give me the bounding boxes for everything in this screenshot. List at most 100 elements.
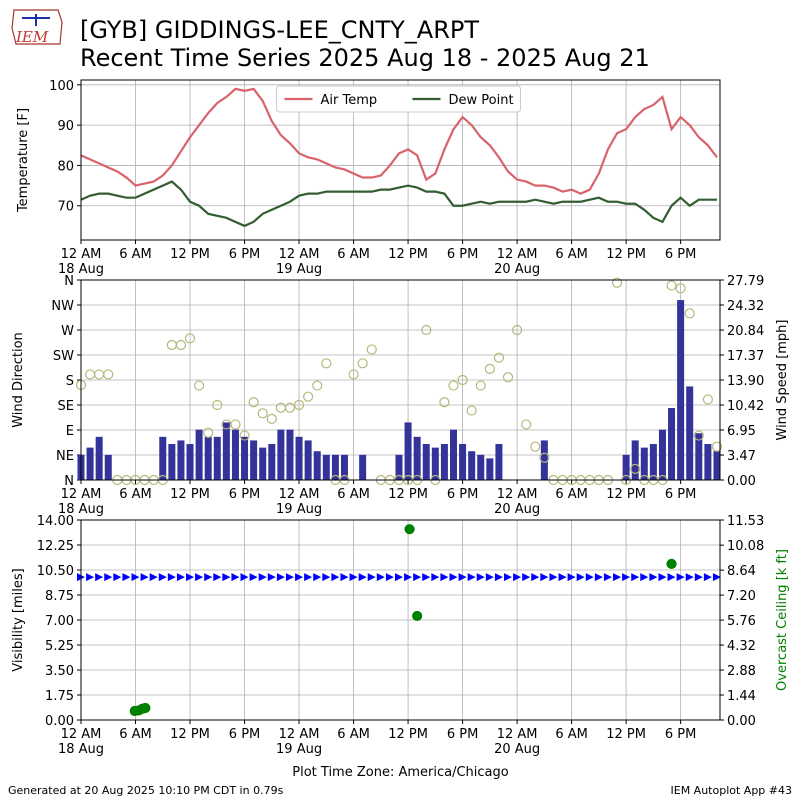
marker <box>249 573 258 582</box>
marker <box>613 573 622 582</box>
x-axis-label: Plot Time Zone: America/Chicago <box>292 765 508 780</box>
bar <box>340 454 348 480</box>
x-tick-label: 6 AM <box>555 487 588 502</box>
y-axis-label: Visibility [miles] <box>11 568 26 671</box>
x-tick-label: 6 AM <box>337 487 370 502</box>
y-tick-label: NE <box>56 449 74 464</box>
marker <box>322 573 331 582</box>
point <box>439 397 450 408</box>
marker <box>176 573 185 582</box>
bar <box>695 433 703 480</box>
point <box>284 402 296 413</box>
marker <box>413 573 422 582</box>
x-tick-label: 12 PM <box>606 487 646 502</box>
bar <box>459 444 467 480</box>
y2-tick-label: 0.00 <box>727 474 756 489</box>
logo-text: IEM <box>15 28 49 46</box>
marker <box>258 573 267 582</box>
point <box>203 427 214 438</box>
plot-frame <box>80 79 721 241</box>
point <box>711 441 723 452</box>
x-tick-label: 12 AM 18 Aug <box>58 487 104 517</box>
bar <box>440 444 448 480</box>
bar <box>241 436 249 480</box>
marker <box>640 573 649 582</box>
y2-tick-label: 0.00 <box>727 714 756 729</box>
point <box>493 352 505 363</box>
marker <box>222 573 231 582</box>
bar <box>395 454 403 480</box>
point <box>484 363 495 374</box>
marker <box>540 573 549 582</box>
marker <box>267 573 276 582</box>
y2-tick-label: 11.53 <box>727 514 764 529</box>
marker <box>376 573 385 582</box>
marker <box>585 573 594 582</box>
point <box>293 399 305 411</box>
bar <box>95 436 103 480</box>
marker <box>694 573 703 582</box>
legend: Air Temp Dew Point <box>276 85 521 113</box>
x-tick-label: 6 PM <box>665 247 696 262</box>
marker <box>458 573 467 582</box>
bar <box>104 454 112 480</box>
marker <box>149 573 158 582</box>
marker <box>213 573 222 582</box>
marker <box>95 573 104 582</box>
y-tick-label: 10.50 <box>37 564 74 579</box>
line-series <box>80 180 717 228</box>
marker <box>276 573 285 582</box>
bar <box>413 436 421 480</box>
x-tick-label: 6 PM <box>229 727 260 742</box>
x-tick-label: 6 AM <box>119 727 152 742</box>
line-series <box>80 87 718 195</box>
point <box>475 380 486 391</box>
y-tick-label: NW <box>51 299 74 314</box>
y2-tick-label: 8.64 <box>727 564 756 579</box>
x-tick-label: 12 AM 19 Aug <box>276 727 322 757</box>
bar <box>686 386 694 480</box>
y-axis-label: Wind Direction <box>11 332 26 428</box>
plot-frame <box>80 279 721 481</box>
marker <box>195 573 204 582</box>
x-tick-label: 6 AM <box>555 727 588 742</box>
marker <box>440 573 449 582</box>
y-axis-label: Temperature [F] <box>16 108 31 213</box>
y2-tick-label: 20.84 <box>727 324 764 339</box>
point <box>266 413 277 424</box>
marker <box>167 573 176 582</box>
marker <box>358 573 367 582</box>
bar <box>304 440 312 480</box>
marker <box>513 573 522 582</box>
panel: 12 AM 18 Aug 6 AM 12 PM 6 PM 12 AM 19 Aug 6 AM 1… <box>11 274 790 517</box>
point <box>212 399 223 411</box>
y2-tick-label: 7.20 <box>727 589 756 604</box>
marker <box>140 573 149 582</box>
point <box>103 369 114 380</box>
marker <box>476 573 485 582</box>
y-tick-label: 5.25 <box>45 639 74 654</box>
marker <box>685 573 694 582</box>
bar <box>540 440 548 480</box>
y2-tick-label: 27.79 <box>727 274 764 289</box>
x-tick-label: 12 PM <box>170 247 210 262</box>
marker <box>703 573 712 582</box>
point <box>539 452 550 463</box>
legend-box <box>276 85 521 113</box>
x-tick-label: 6 PM <box>229 487 260 502</box>
point <box>448 380 459 391</box>
marker <box>394 573 403 582</box>
bar <box>86 447 94 480</box>
bar <box>168 444 176 480</box>
marker <box>304 573 313 582</box>
marker <box>122 573 131 582</box>
footer-left: Generated at 20 Aug 2025 10:10 PM CDT in… <box>8 784 284 797</box>
point <box>239 430 250 441</box>
point <box>194 380 205 391</box>
bar <box>359 454 367 480</box>
bar <box>640 447 648 480</box>
x-tick-label: 12 PM <box>388 247 428 262</box>
point <box>84 369 96 380</box>
bar <box>704 444 712 480</box>
marker <box>240 573 249 582</box>
